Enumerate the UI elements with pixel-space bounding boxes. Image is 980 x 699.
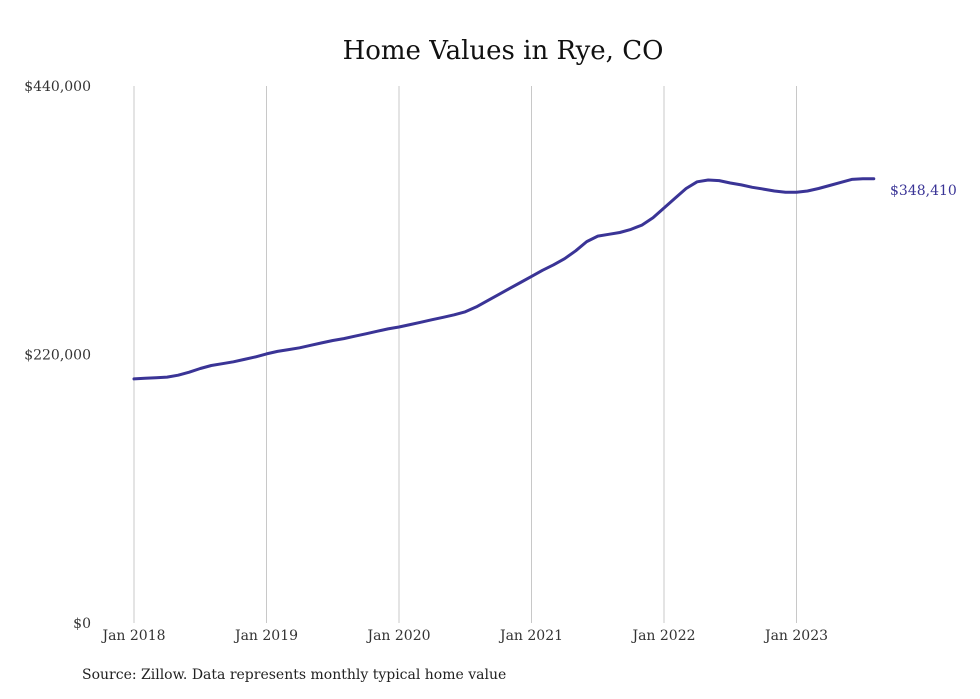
chart-title: Home Values in Rye, CO — [343, 36, 664, 66]
x-tick-label: Jan 2020 — [365, 628, 430, 644]
x-tick-label: Jan 2023 — [763, 628, 828, 644]
x-tick-label: Jan 2022 — [630, 628, 695, 644]
y-tick-label: $0 — [73, 616, 91, 632]
source-note: Source: Zillow. Data represents monthly … — [82, 667, 507, 683]
series-line — [132, 177, 876, 381]
gridlines — [133, 86, 797, 623]
end-value-label: $348,410 — [890, 183, 957, 199]
x-tick-label: Jan 2019 — [233, 628, 298, 644]
x-tick-label: Jan 2018 — [100, 628, 165, 644]
x-tick-label: Jan 2021 — [498, 628, 563, 644]
y-tick-label: $440,000 — [24, 79, 91, 95]
y-axis-ticks: $0 $220,000 $440,000 — [24, 79, 91, 632]
x-axis-ticks: Jan 2018 Jan 2019 Jan 2020 Jan 2021 Jan 2022… — [100, 628, 828, 644]
y-tick-label: $220,000 — [24, 348, 91, 364]
